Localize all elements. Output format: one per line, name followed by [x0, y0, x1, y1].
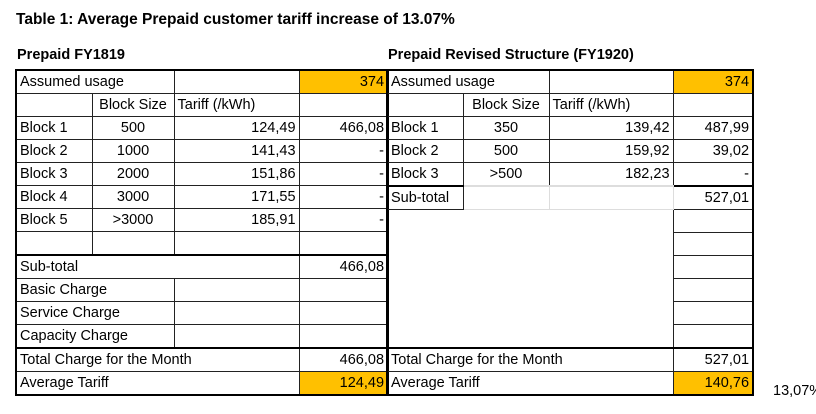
table-row: Block 3 2000 151,86- [15, 162, 389, 186]
block-tariff: 141,43 [173, 139, 300, 163]
table-row: Sub-total 466,08 [15, 254, 389, 279]
table-row: Block 3 >500 182,23- [386, 162, 754, 187]
table-row: Assumed usage 374 [386, 69, 754, 94]
block-size: 1000 [91, 139, 175, 163]
block-name: Block 1 [15, 116, 93, 140]
table-row [15, 231, 389, 256]
fy1920-table: Assumed usage 374 Block Size Tariff (/kWh)… [386, 69, 755, 396]
block-name: Block 5 [15, 208, 93, 232]
table-row: Average Tariff 140,76 [386, 371, 754, 396]
block-size: 3000 [91, 185, 175, 209]
capacity-charge-label: Capacity Charge [15, 324, 175, 349]
block-tariff: 159,92 [548, 139, 674, 163]
service-charge-label: Service Charge [15, 301, 175, 325]
table-row: Capacity Charge [15, 324, 389, 349]
table-row: Block 1 350 139,42 487,99 [386, 116, 754, 140]
block-size: 2000 [91, 162, 175, 186]
right-heading: Prepaid Revised Structure (FY1920) [388, 47, 634, 63]
block-tariff: 124,49 [173, 116, 300, 140]
subtotal-value: 466,08 [298, 254, 389, 279]
block-name: Block 3 [15, 162, 93, 186]
block-name: Block 2 [15, 139, 93, 163]
block-name: Block 3 [386, 162, 464, 187]
table-row: Sub-total 527,01 [386, 185, 754, 210]
col-block-size: Block Size [462, 93, 550, 117]
block-amount: - [298, 162, 389, 186]
block-tariff: 185,91 [173, 208, 300, 232]
total-label: Total Charge for the Month [386, 347, 674, 372]
total-label: Total Charge for the Month [15, 347, 300, 372]
table-row [387, 301, 754, 325]
assumed-label: Assumed usage [15, 69, 175, 94]
subtotal-label: Sub-total [15, 254, 300, 279]
block-amount: 487,99 [672, 116, 754, 140]
increase-percent: 13,07% [773, 383, 816, 399]
block-name: Block 1 [386, 116, 464, 140]
table-row: Total Charge for the Month 466,08 [15, 347, 389, 372]
table-row: Block 2 1000 141,43- [15, 139, 389, 163]
subtotal-value: 527,01 [672, 185, 754, 210]
table-row: Assumed usage 374 [15, 69, 389, 94]
table-row: Block 2 500 159,92 39,02 [386, 139, 754, 163]
table-row: Block 1 500 124,49 466,08 [15, 116, 389, 140]
table-title: Table 1: Average Prepaid customer tariff… [16, 11, 455, 28]
block-amount: 39,02 [672, 139, 754, 163]
table-row: Block 4 3000 171,55- [15, 185, 389, 209]
table-row: Block Size Tariff (/kWh) [15, 93, 389, 117]
basic-charge-label: Basic Charge [15, 278, 175, 302]
block-name: Block 2 [386, 139, 464, 163]
table-row: Total Charge for the Month 527,01 [386, 347, 754, 372]
left-heading: Prepaid FY1819 [17, 47, 125, 63]
block-tariff: 151,86 [173, 162, 300, 186]
table-row: Basic Charge [15, 278, 389, 302]
block-name: Block 4 [15, 185, 93, 209]
table-row [386, 209, 754, 349]
block-amount: - [298, 208, 389, 232]
fy1819-table: Assumed usage 374 Block Size Tariff (/kWh)… [15, 69, 390, 396]
subtotal-label: Sub-total [386, 185, 464, 210]
block-amount: - [298, 185, 389, 209]
block-tariff: 139,42 [548, 116, 674, 140]
block-size: 350 [462, 116, 550, 140]
block-amount: - [672, 162, 754, 187]
table-row: Service Charge [15, 301, 389, 325]
block-amount: - [298, 139, 389, 163]
table-row: Average Tariff 124,49 [15, 371, 389, 396]
table-row: Block 5 >3000 185,91- [15, 208, 389, 232]
avg-value: 140,76 [672, 371, 754, 396]
block-amount: 466,08 [298, 116, 389, 140]
block-size: >3000 [91, 208, 175, 232]
block-size: 500 [91, 116, 175, 140]
assumed-value: 374 [672, 69, 754, 94]
avg-label: Average Tariff [386, 371, 674, 396]
assumed-label: Assumed usage [386, 69, 550, 94]
table-row [387, 278, 754, 302]
avg-label: Average Tariff [15, 371, 300, 396]
assumed-value: 374 [298, 69, 389, 94]
table-row: Block Size Tariff (/kWh) [386, 93, 754, 117]
block-tariff: 182,23 [548, 162, 674, 187]
block-size: 500 [462, 139, 550, 163]
col-tariff: Tariff (/kWh) [173, 93, 300, 117]
total-value: 527,01 [672, 347, 754, 372]
col-tariff: Tariff (/kWh) [548, 93, 674, 117]
col-block-size: Block Size [91, 93, 175, 117]
total-value: 466,08 [298, 347, 389, 372]
block-size: >500 [462, 162, 550, 187]
empty-merged-area [386, 209, 674, 349]
block-tariff: 171,55 [173, 185, 300, 209]
avg-value: 124,49 [298, 371, 389, 396]
